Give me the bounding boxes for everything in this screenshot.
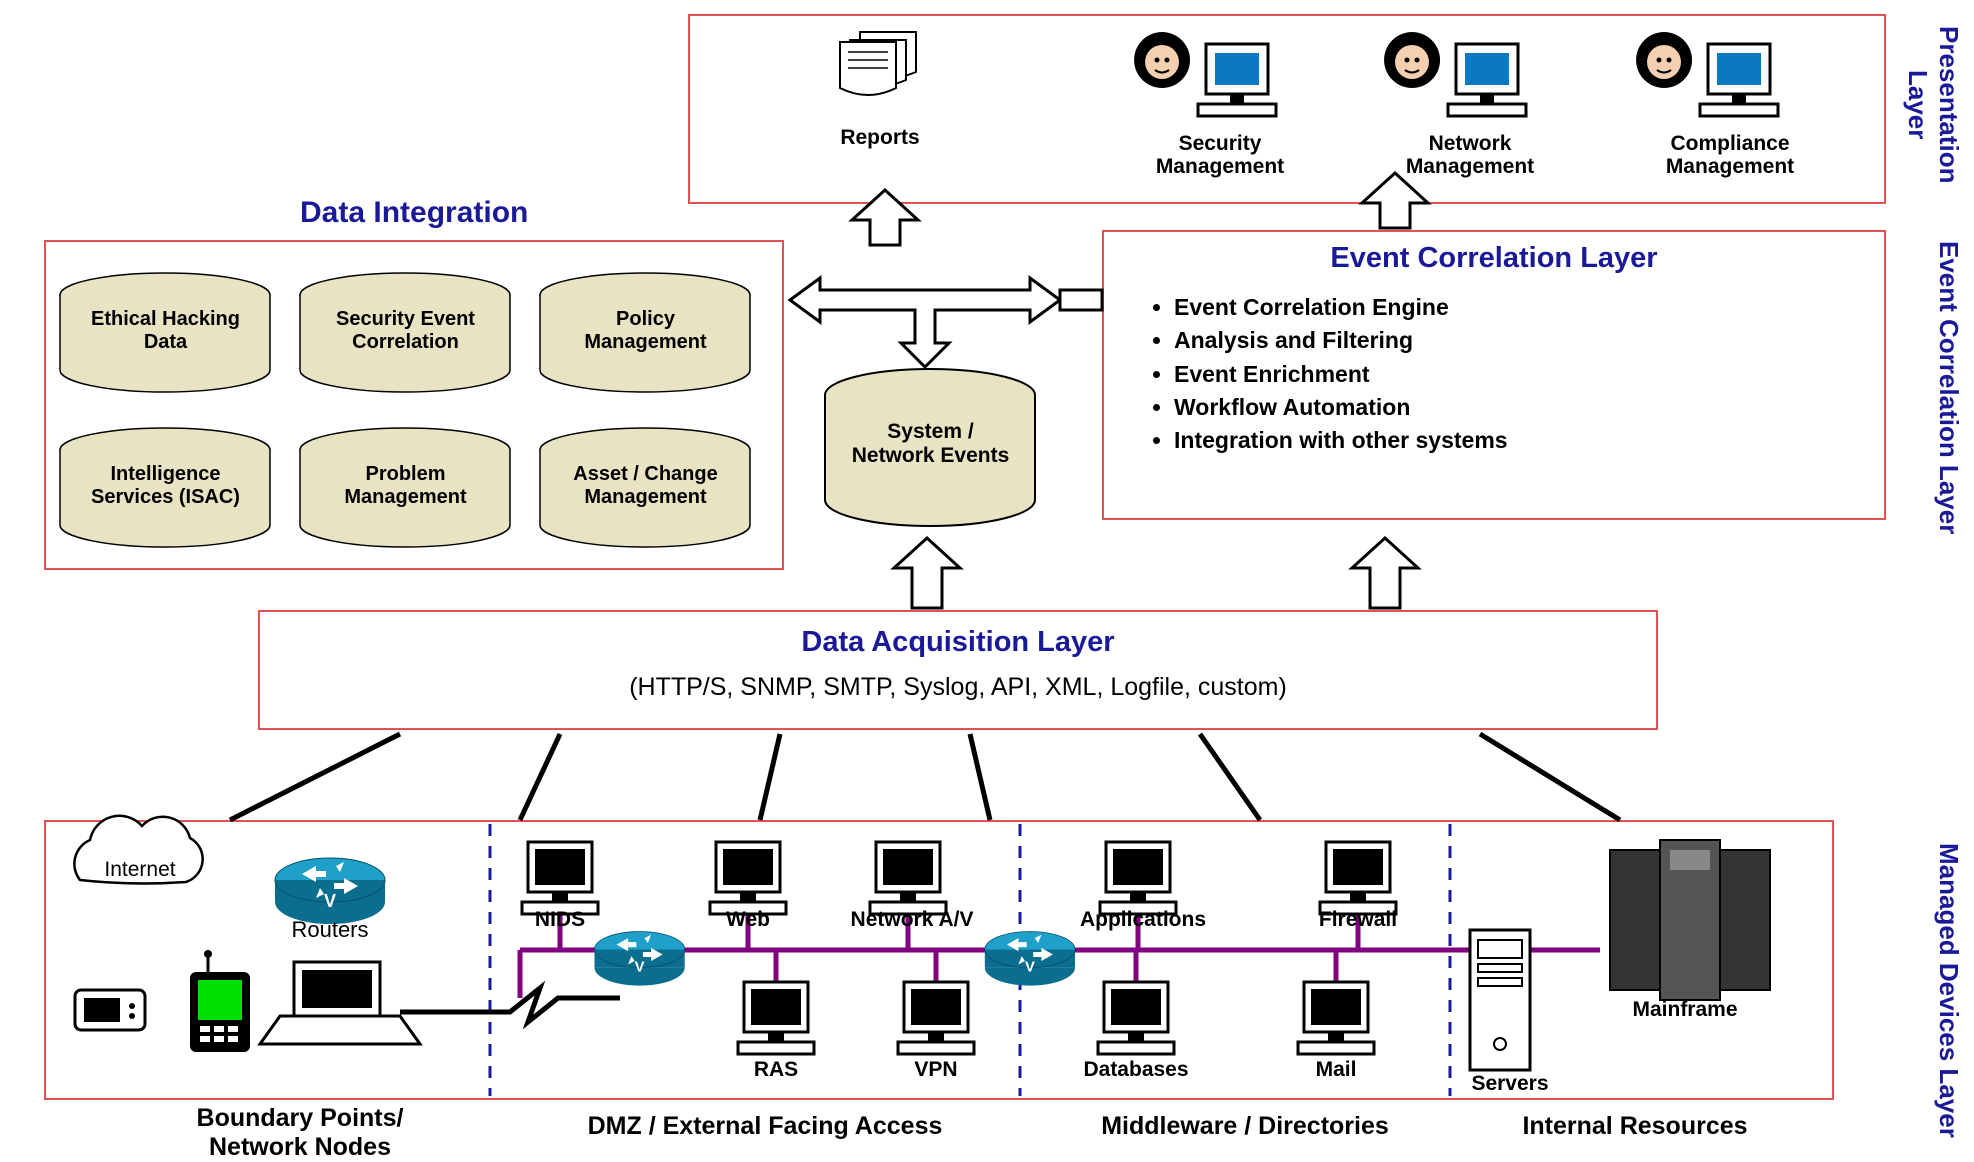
pc-label-mail: Mail <box>1286 1058 1386 1081</box>
internet-label: Internet <box>90 858 190 881</box>
pc-ras <box>738 982 814 1054</box>
reports-label: Reports <box>800 126 960 149</box>
data-acquisition-box: Data Acquisition Layer (HTTP/S, SNMP, SM… <box>258 610 1658 730</box>
data-integration-title: Data Integration <box>300 196 528 230</box>
section-boundary: Boundary Points/ Network Nodes <box>150 1104 450 1162</box>
router-boundary <box>275 858 385 924</box>
event-correlation-box: Event Correlation Layer Event Correlatio… <box>1102 230 1886 520</box>
bullet-item: Workflow Automation <box>1174 391 1884 424</box>
cyl-label-ethical: Ethical Hacking Data <box>78 308 253 354</box>
pc-label-apps: Applications <box>1068 908 1218 931</box>
bullet-item: Integration with other systems <box>1174 424 1884 457</box>
station-label-network: Network Management <box>1370 132 1570 178</box>
section-intres: Internal Resources <box>1480 1112 1790 1141</box>
side-label-presentation: Presentation Layer <box>1902 0 1964 210</box>
cyl-label-isac: Intelligence Services (ISAC) <box>78 463 253 509</box>
station-label-compliance: Compliance Management <box>1620 132 1840 178</box>
server-tower <box>1470 930 1530 1070</box>
pc-db <box>1098 982 1174 1054</box>
cyl-label-asset: Asset / Change Management <box>558 463 733 509</box>
pc-mail <box>1298 982 1374 1054</box>
bullet-item: Event Correlation Engine <box>1174 291 1884 324</box>
pc-nav <box>870 842 946 914</box>
pc-label-ras: RAS <box>726 1058 826 1081</box>
router-midware <box>985 932 1075 986</box>
section-midware: Middleware / Directories <box>1050 1112 1440 1141</box>
arrow-t-right-stem <box>1060 290 1102 310</box>
side-label-event-correlation: Event Correlation Layer <box>1933 218 1964 558</box>
router-dmz <box>595 932 685 986</box>
cyl-label-seccorr: Security Event Correlation <box>318 308 493 354</box>
routers-label: Routers <box>280 918 380 942</box>
pc-label-fw: Firewall <box>1308 908 1408 931</box>
pc-label-vpn: VPN <box>886 1058 986 1081</box>
arrow-t-connector <box>790 278 1060 367</box>
cyl-label-system-events: System / Network Events <box>848 420 1013 468</box>
servers-label: Servers <box>1450 1072 1570 1095</box>
dal-fan-lines <box>230 734 1620 820</box>
pager-icon <box>75 990 145 1030</box>
pc-label-web: Web <box>698 908 798 931</box>
cyl-label-problem: Problem Management <box>318 463 493 509</box>
pc-label-nav: Network A/V <box>832 908 992 931</box>
data-acquisition-title: Data Acquisition Layer <box>260 626 1656 659</box>
mainframe-icon <box>1610 840 1770 1000</box>
pc-label-db: Databases <box>1066 1058 1206 1081</box>
side-label-managed-devices: Managed Devices Layer <box>1933 820 1964 1160</box>
pc-apps <box>1100 842 1176 914</box>
station-label-security: Security Management <box>1120 132 1320 178</box>
pc-firewall <box>1320 842 1396 914</box>
data-acquisition-subtitle: (HTTP/S, SNMP, SMTP, Syslog, API, XML, L… <box>260 673 1656 702</box>
cyl-label-policy: Policy Management <box>558 308 733 354</box>
arrow-up-eventbox <box>1352 538 1418 608</box>
event-correlation-title: Event Correlation Layer <box>1104 242 1884 275</box>
section-dmz: DMZ / External Facing Access <box>515 1112 1015 1141</box>
mainframe-label: Mainframe <box>1600 998 1770 1021</box>
bullet-item: Event Enrichment <box>1174 358 1884 391</box>
bullet-item: Analysis and Filtering <box>1174 324 1884 357</box>
arrow-up-cylinder <box>894 538 960 608</box>
pc-label-nids: NIDS <box>510 908 610 931</box>
event-correlation-bullets: Event Correlation Engine Analysis and Fi… <box>1134 291 1884 458</box>
pc-vpn <box>898 982 974 1054</box>
pc-nids <box>522 842 598 914</box>
pc-web <box>710 842 786 914</box>
